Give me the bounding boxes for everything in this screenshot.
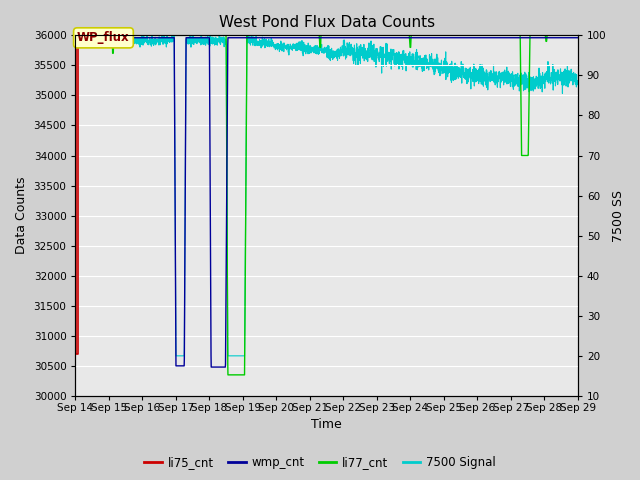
li77_cnt [449, 33, 457, 38]
Title: West Pond Flux Data Counts: West Pond Flux Data Counts [219, 15, 435, 30]
li75_cnt [72, 351, 80, 357]
Line: li75_cnt: li75_cnt [76, 36, 578, 354]
li77_cnt [72, 33, 79, 38]
li77_cnt [224, 372, 232, 378]
Legend: li75_cnt, wmp_cnt, li77_cnt, 7500 Signal: li75_cnt, wmp_cnt, li77_cnt, 7500 Signal [139, 452, 501, 474]
wmp_cnt [574, 35, 582, 41]
li75_cnt [72, 33, 79, 38]
li77_cnt [574, 33, 582, 38]
wmp_cnt [390, 35, 397, 41]
wmp_cnt [486, 35, 494, 41]
X-axis label: Time: Time [311, 419, 342, 432]
7500 Signal [76, 27, 83, 33]
7500 Signal [422, 61, 430, 67]
li75_cnt [74, 33, 82, 38]
7500 Signal [172, 353, 180, 359]
Line: li77_cnt: li77_cnt [76, 36, 578, 375]
li77_cnt [231, 372, 239, 378]
Line: wmp_cnt: wmp_cnt [76, 38, 578, 367]
7500 Signal [449, 64, 457, 70]
7500 Signal [486, 79, 494, 84]
wmp_cnt [449, 35, 457, 41]
li77_cnt [486, 33, 494, 38]
7500 Signal [574, 82, 582, 87]
wmp_cnt [207, 364, 215, 370]
wmp_cnt [422, 35, 430, 41]
li77_cnt [422, 33, 430, 38]
wmp_cnt [422, 35, 430, 41]
Y-axis label: Data Counts: Data Counts [15, 177, 28, 254]
Text: WP_flux: WP_flux [77, 31, 130, 44]
li75_cnt [574, 33, 582, 38]
li77_cnt [390, 33, 397, 38]
Line: 7500 Signal: 7500 Signal [76, 30, 578, 356]
li77_cnt [422, 33, 430, 38]
wmp_cnt [72, 35, 79, 41]
7500 Signal [72, 35, 79, 41]
7500 Signal [422, 56, 430, 61]
li75_cnt [74, 351, 82, 357]
7500 Signal [231, 353, 239, 359]
li75_cnt [72, 33, 80, 38]
Y-axis label: 7500 SS: 7500 SS [612, 190, 625, 241]
7500 Signal [390, 61, 398, 67]
wmp_cnt [231, 35, 239, 41]
